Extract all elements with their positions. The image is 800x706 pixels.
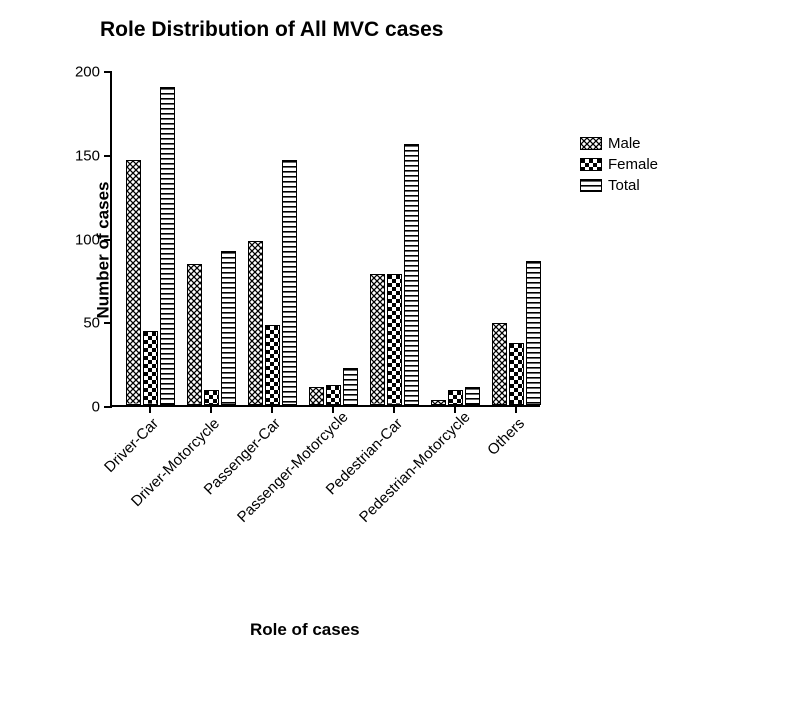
- y-tick: [104, 406, 112, 408]
- x-tick: [271, 405, 273, 413]
- x-tick-label: Passenger-Car: [173, 415, 284, 526]
- legend-item: Female: [580, 156, 658, 173]
- x-tick: [149, 405, 151, 413]
- x-axis-title: Role of cases: [250, 620, 360, 640]
- bar: [343, 368, 358, 405]
- chart-title: Role Distribution of All MVC cases: [100, 18, 443, 42]
- bar: [309, 387, 324, 405]
- legend-label: Male: [608, 135, 641, 152]
- bar: [370, 274, 385, 405]
- x-tick-label: Pedestrian-Motorcycle: [356, 415, 467, 526]
- x-tick: [332, 405, 334, 413]
- y-axis-title: Number of cases: [94, 182, 114, 319]
- x-tick-label: Pedestrian-Car: [295, 415, 406, 526]
- y-tick: [104, 322, 112, 324]
- bar: [265, 325, 280, 405]
- bar: [143, 331, 158, 405]
- legend-label: Total: [608, 177, 640, 194]
- bar: [387, 274, 402, 405]
- x-tick-label: Driver-Car: [51, 415, 162, 526]
- bar: [160, 87, 175, 405]
- x-tick: [210, 405, 212, 413]
- bar: [404, 144, 419, 405]
- x-tick-label: Passenger-Motorcycle: [234, 415, 345, 526]
- bar: [204, 390, 219, 405]
- chart-container: Role Distribution of All MVC cases 05010…: [0, 0, 800, 706]
- legend-swatch: [580, 137, 602, 150]
- x-tick: [393, 405, 395, 413]
- bar: [126, 160, 141, 405]
- legend-item: Total: [580, 177, 658, 194]
- bar: [326, 385, 341, 405]
- bar: [492, 323, 507, 405]
- legend: Male Female Total: [580, 135, 658, 198]
- legend-label: Female: [608, 156, 658, 173]
- x-tick: [515, 405, 517, 413]
- bar: [187, 264, 202, 405]
- legend-item: Male: [580, 135, 658, 152]
- bar: [509, 343, 524, 405]
- legend-swatch: [580, 179, 602, 192]
- x-tick-label: Driver-Motorcycle: [112, 415, 223, 526]
- bar: [282, 160, 297, 405]
- bar: [526, 261, 541, 405]
- bar: [448, 390, 463, 405]
- bar: [248, 241, 263, 405]
- bar: [465, 387, 480, 405]
- bar: [221, 251, 236, 405]
- y-tick-label: 0: [92, 399, 100, 416]
- plot-area: 050100150200Driver-CarDriver-MotorcycleP…: [110, 72, 540, 407]
- y-tick-label: 150: [75, 147, 100, 164]
- x-tick: [454, 405, 456, 413]
- y-tick-label: 200: [75, 64, 100, 81]
- legend-swatch: [580, 158, 602, 171]
- y-tick: [104, 155, 112, 157]
- y-tick: [104, 71, 112, 73]
- bar: [431, 400, 446, 405]
- x-tick-label: Others: [417, 415, 528, 526]
